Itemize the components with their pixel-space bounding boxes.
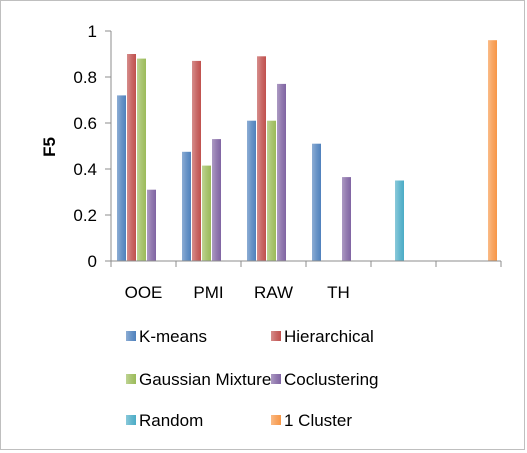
legend-item-1-cluster: 1 Cluster: [271, 411, 352, 430]
x-tick-label-pmi: PMI: [193, 283, 223, 302]
y-tick-label: 0.4: [73, 160, 97, 179]
legend-swatch: [126, 374, 136, 384]
legend-swatch: [271, 415, 281, 425]
bar-gaussian-mixture-pmi: [202, 165, 211, 261]
bar-coclustering-raw: [277, 83, 286, 262]
bar-k-means-raw: [247, 120, 256, 261]
y-tick-label: 0: [88, 252, 97, 271]
bar-hierarchical-raw: [257, 56, 266, 261]
y-tick-label: 1: [88, 22, 97, 41]
x-tick-label-th: TH: [327, 283, 350, 302]
x-tick-label-raw: RAW: [254, 283, 293, 302]
bar-random-group-5: [395, 180, 404, 261]
bar-k-means-ooe: [117, 95, 126, 262]
bar-k-means-th: [312, 143, 321, 261]
bar-coclustering-th: [342, 177, 351, 261]
bar-k-means-pmi: [182, 151, 191, 262]
legend-label: 1 Cluster: [284, 411, 352, 430]
legend-label: Random: [139, 411, 203, 430]
bar-coclustering-pmi: [212, 139, 221, 261]
y-tick-label: 0.6: [73, 114, 97, 133]
legend-item-k-means: K-means: [126, 327, 207, 346]
legend-item-coclustering: Coclustering: [271, 370, 379, 389]
legend: K-means Hierarchical Gaussian Mixture Coclu…: [126, 327, 379, 430]
legend-label: Hierarchical: [284, 327, 374, 346]
y-tick-label: 0.2: [73, 206, 97, 225]
bar-coclustering-ooe: [147, 189, 156, 261]
legend-swatch: [271, 331, 281, 341]
bar-gaussian-mixture-ooe: [137, 58, 146, 261]
legend-label: Gaussian Mixture: [139, 370, 271, 389]
y-axis-title: F5: [40, 137, 59, 157]
bar-1-cluster-group-6: [488, 40, 497, 262]
legend-swatch: [271, 374, 281, 384]
legend-item-gaussian-mixture: Gaussian Mixture: [126, 370, 271, 389]
legend-item-random: Random: [126, 411, 203, 430]
y-tick-label: 0.8: [73, 68, 97, 87]
bar-hierarchical-ooe: [127, 54, 136, 261]
bar-hierarchical-pmi: [192, 60, 201, 262]
legend-item-hierarchical: Hierarchical: [271, 327, 374, 346]
legend-label: Coclustering: [284, 370, 379, 389]
legend-label: K-means: [139, 327, 207, 346]
legend-swatch: [126, 331, 136, 341]
legend-swatch: [126, 415, 136, 425]
bar-gaussian-mixture-raw: [267, 120, 276, 261]
x-tick-label-ooe: OOE: [125, 283, 163, 302]
